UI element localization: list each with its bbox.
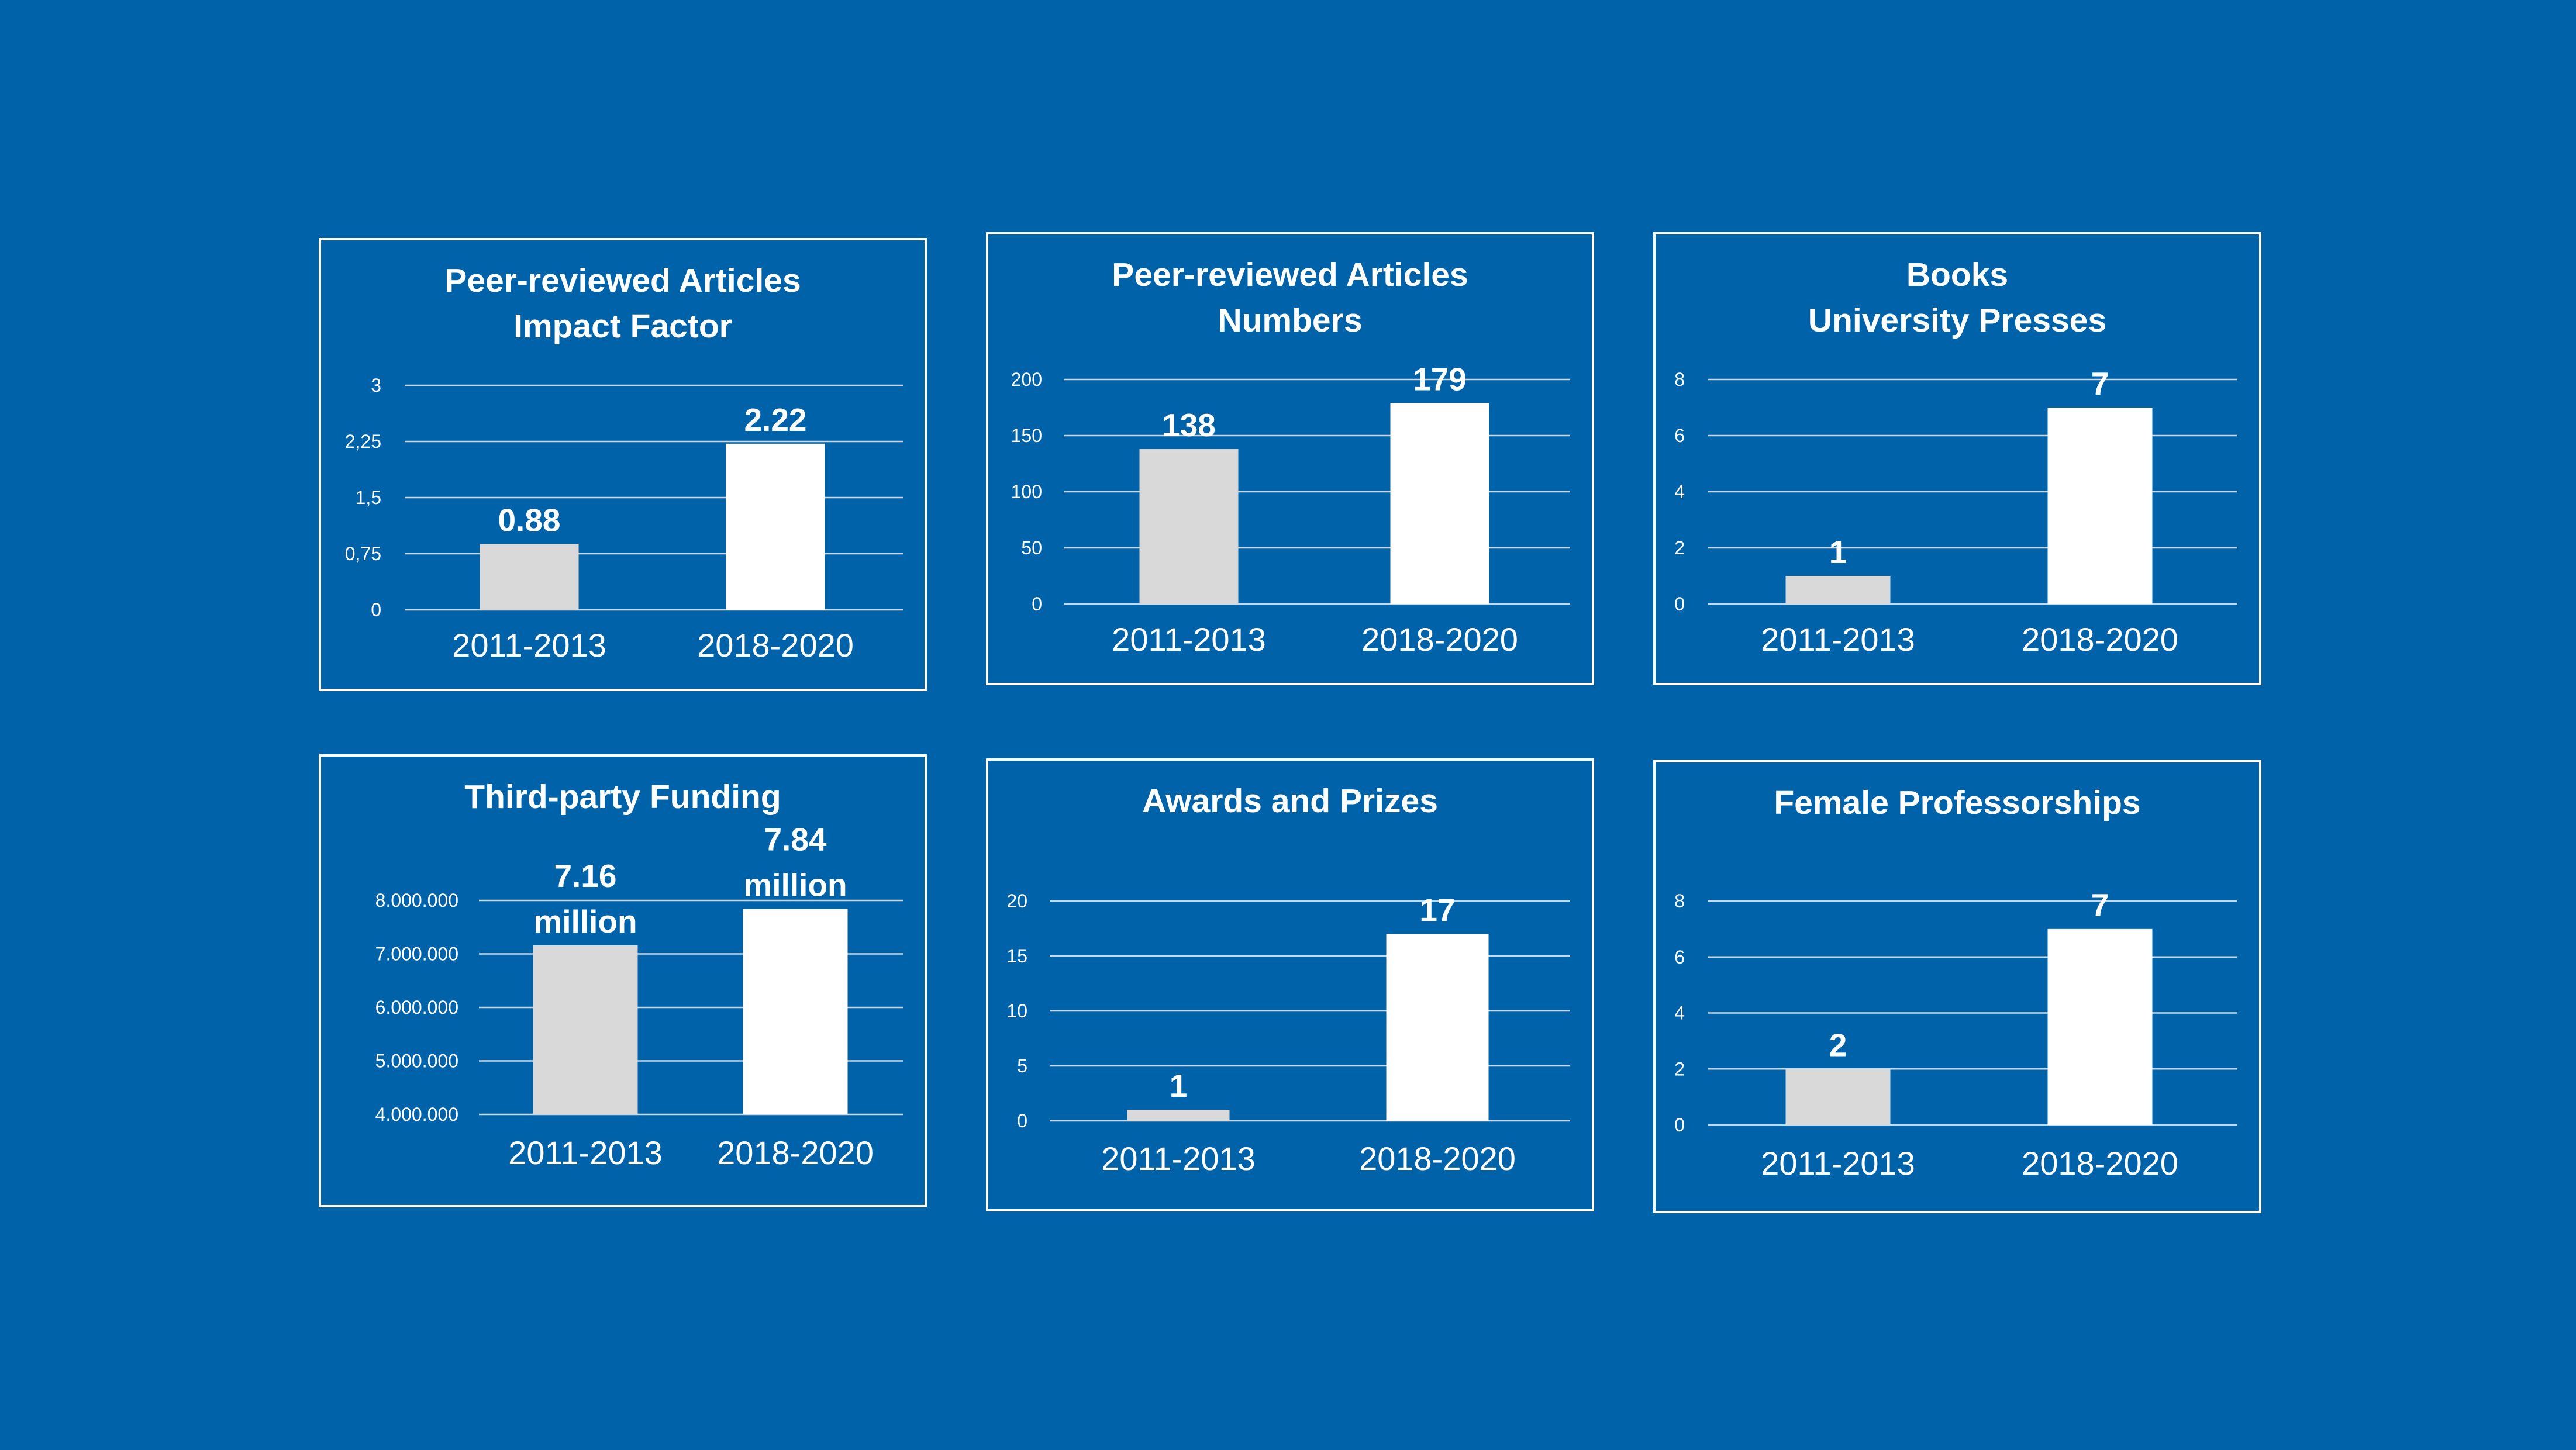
y-tick-label: 50 [1021, 537, 1042, 558]
bar-2018-2020 [726, 443, 825, 610]
data-label: 179 [1413, 361, 1467, 397]
data-label: 7 [2091, 887, 2109, 923]
bar-2018-2020 [1390, 403, 1489, 604]
bar-2011-2013 [1785, 1069, 1891, 1125]
y-tick-label: 0 [1032, 593, 1042, 614]
x-category-label: 2018-2020 [2022, 1145, 2178, 1182]
chart-plot: 0 0,75 1,5 2,25 3 0.88 2011-2013 2.22 2018-2020 [345, 375, 903, 664]
chart-title: Third-party Funding [464, 778, 781, 816]
x-category-label: 2018-2020 [717, 1134, 874, 1171]
data-label: 2.22 [744, 402, 806, 438]
y-tick-label: 2 [1674, 537, 1685, 558]
y-tick-label: 8 [1674, 369, 1685, 390]
y-tick-label: 0 [371, 599, 381, 620]
x-category-label: 2011-2013 [1761, 1145, 1915, 1182]
y-tick-label: 200 [1011, 369, 1042, 390]
chart-title: Awards and Prizes [1142, 782, 1438, 820]
y-tick-label: 150 [1011, 425, 1042, 446]
x-category-label: 2011-2013 [1761, 621, 1915, 658]
x-category-label: 2018-2020 [1361, 621, 1518, 658]
y-tick-label: 8 [1674, 890, 1685, 912]
y-tick-label: 5.000.000 [375, 1051, 458, 1072]
y-tick-label: 2 [1674, 1058, 1685, 1079]
data-label: 7.84 million [743, 821, 847, 903]
chart-title: Female Professorships [1774, 784, 2141, 821]
y-tick-label: 0 [1017, 1110, 1027, 1131]
chart-plot: 0 5 10 15 20 1 2011-2013 17 2018-2020 [1006, 890, 1570, 1177]
y-tick-label: 1,5 [356, 487, 381, 508]
y-tick-label: 3 [371, 375, 381, 396]
y-tick-label: 0 [1674, 1114, 1685, 1135]
bar-2011-2013 [533, 945, 638, 1114]
y-tick-label: 6 [1674, 425, 1685, 446]
x-category-label: 2018-2020 [2022, 621, 2178, 658]
chart-plot: 0 2 4 6 8 2 2011-2013 7 2018-2020 [1674, 887, 2237, 1182]
chart-title: Peer-reviewed Articles Numbers [1112, 256, 1468, 339]
x-category-label: 2011-2013 [508, 1134, 663, 1171]
y-tick-label: 7.000.000 [375, 944, 458, 965]
y-tick-label: 10 [1006, 1000, 1027, 1021]
y-tick-label: 15 [1006, 945, 1027, 966]
chart-panel-female-professorships: Female Professorships 0 2 4 6 8 2 2011-2013 7 20… [1653, 760, 2261, 1213]
chart-panel-books: Books University Presses 0 2 4 6 8 1 2011-2013… [1653, 232, 2261, 685]
bar-2011-2013 [1785, 576, 1891, 604]
y-tick-label: 6 [1674, 947, 1685, 968]
data-label: 7 [2091, 365, 2109, 402]
bar-2018-2020 [743, 909, 848, 1114]
y-tick-label: 8.000.000 [375, 890, 458, 911]
y-tick-label: 2,25 [345, 431, 381, 452]
y-tick-label: 0 [1674, 593, 1685, 614]
bar-2018-2020 [1386, 934, 1489, 1121]
data-label: 1 [1829, 534, 1847, 570]
x-category-label: 2011-2013 [1101, 1140, 1256, 1177]
data-label: 1 [1170, 1068, 1188, 1104]
y-tick-label: 4 [1674, 481, 1685, 502]
y-tick-label: 20 [1006, 890, 1027, 912]
data-label: 7.16 million [533, 858, 637, 940]
chart-title: Books University Presses [1808, 256, 2107, 339]
chart-plot: 0 50 100 150 200 138 2011-2013 179 2018-2020 [1011, 361, 1570, 658]
chart-title: Peer-reviewed Articles Impact Factor [444, 262, 801, 345]
y-tick-label: 0,75 [345, 543, 381, 564]
y-tick-label: 4.000.000 [375, 1104, 458, 1125]
chart-panel-awards: Awards and Prizes 0 5 10 15 20 1 2011-2013 17 20… [986, 758, 1594, 1211]
chart-panel-funding: Third-party Funding 4.000.000 5.000.000 6.… [319, 754, 927, 1207]
chart-panel-impact-factor: Peer-reviewed Articles Impact Factor 0 0,… [319, 238, 927, 691]
data-label: 0.88 [498, 502, 560, 538]
data-label: 17 [1419, 892, 1455, 928]
bar-2011-2013 [1139, 449, 1239, 604]
bar-2018-2020 [2047, 408, 2153, 604]
data-label: 2 [1829, 1027, 1847, 1063]
chart-panel-article-numbers: Peer-reviewed Articles Numbers 0 50 100 150… [986, 232, 1594, 685]
y-tick-label: 6.000.000 [375, 997, 458, 1018]
bar-2011-2013 [1127, 1110, 1230, 1121]
y-tick-label: 100 [1011, 481, 1042, 502]
data-label: 138 [1162, 407, 1216, 443]
x-category-label: 2018-2020 [1359, 1140, 1516, 1177]
chart-plot: 4.000.000 5.000.000 6.000.000 7.000.000 8.00… [375, 821, 903, 1171]
x-category-label: 2011-2013 [452, 627, 606, 664]
x-category-label: 2018-2020 [697, 627, 854, 664]
chart-plot: 0 2 4 6 8 1 2011-2013 7 2018-2020 [1674, 365, 2237, 658]
x-category-label: 2011-2013 [1112, 621, 1266, 658]
y-tick-label: 4 [1674, 1003, 1685, 1024]
bar-2018-2020 [2047, 928, 2153, 1125]
y-tick-label: 5 [1017, 1055, 1027, 1076]
bar-2011-2013 [480, 544, 579, 610]
